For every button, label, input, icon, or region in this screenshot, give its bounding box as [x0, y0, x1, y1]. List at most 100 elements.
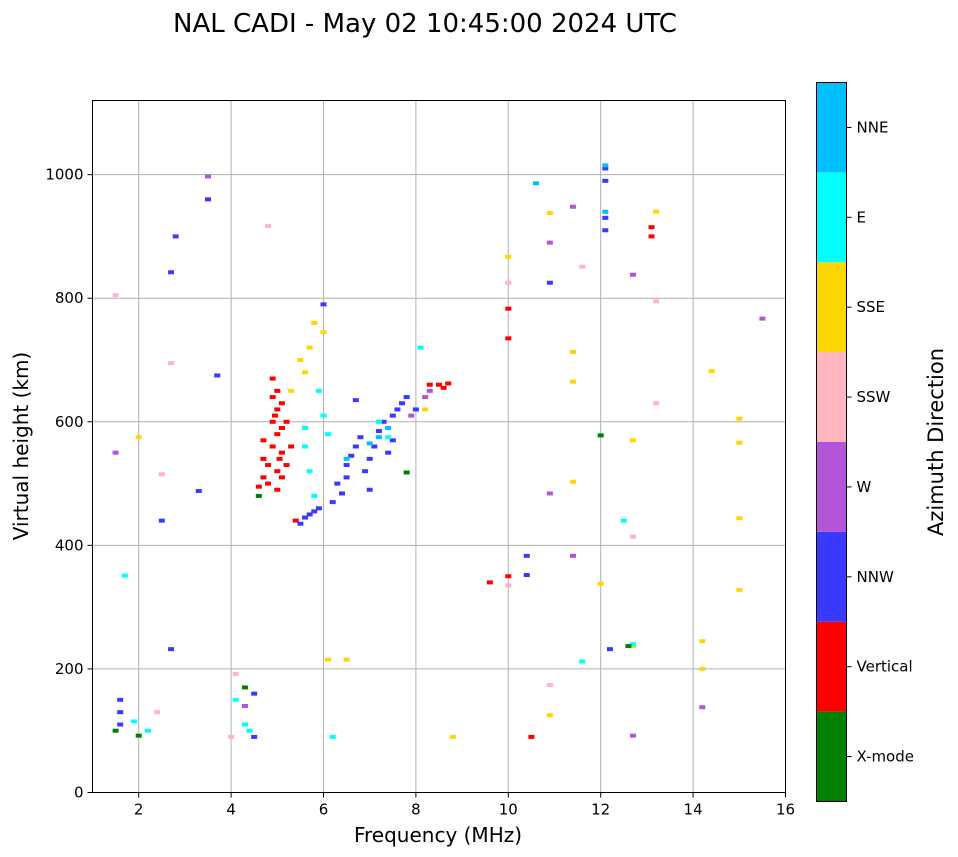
colorbar-label: E — [857, 208, 866, 226]
point-nnw — [403, 395, 410, 400]
x-tick-label: 10 — [499, 801, 518, 819]
point-vertical — [486, 580, 493, 585]
point-vertical — [426, 382, 433, 387]
point-nnw — [117, 722, 124, 727]
point-sse — [736, 416, 743, 421]
point-vertical — [260, 475, 267, 480]
point-sse — [302, 370, 309, 375]
point-sse — [311, 320, 318, 325]
point-sse — [736, 587, 743, 592]
point-sse — [422, 407, 429, 412]
colorbar-frame — [816, 82, 847, 802]
x-tick-label: 8 — [411, 801, 421, 819]
point-e — [302, 425, 309, 430]
point-e — [306, 469, 313, 474]
point-nnw — [338, 491, 345, 496]
point-w — [112, 450, 119, 455]
point-vertical — [445, 381, 452, 386]
point-nne — [602, 209, 609, 214]
point-nnw — [348, 453, 355, 458]
point-sse — [653, 209, 660, 214]
point-nnw — [195, 488, 202, 493]
point-vertical — [278, 425, 285, 430]
point-e — [417, 345, 424, 350]
point-nnw — [158, 518, 165, 523]
point-vertical — [260, 456, 267, 461]
point-vertical — [260, 438, 267, 443]
point-sse — [597, 581, 604, 586]
point-w — [205, 174, 211, 179]
point-nnw — [172, 234, 179, 239]
point-ssw — [154, 710, 161, 715]
colorbar-label: W — [857, 478, 872, 496]
point-nnw — [311, 509, 318, 514]
x-axis-ticks: 2 4 6 8 10 12 14 16 — [134, 792, 795, 819]
point-vertical — [278, 475, 285, 480]
point-e — [579, 659, 586, 664]
point-vertical — [505, 574, 512, 579]
point-vertical — [274, 388, 281, 393]
point-sse — [135, 435, 142, 440]
data-points — [112, 163, 766, 739]
point-nne — [375, 435, 382, 440]
point-vertical — [288, 444, 295, 449]
point-x-mode — [135, 733, 142, 738]
point-ssw — [158, 472, 165, 477]
point-vertical — [283, 463, 290, 468]
point-vertical — [269, 419, 276, 424]
y-tick-label: 200 — [55, 660, 84, 678]
x-tick-label: 12 — [591, 801, 610, 819]
point-vertical — [440, 385, 447, 390]
point-vertical — [505, 306, 512, 311]
point-nnw — [214, 373, 221, 378]
point-w — [422, 395, 429, 400]
point-nnw — [380, 419, 387, 424]
y-tick-label: 0 — [74, 784, 84, 802]
point-w — [426, 388, 433, 393]
point-ssw — [505, 583, 512, 588]
point-nnw — [366, 456, 373, 461]
point-vertical — [283, 419, 290, 424]
point-nne — [602, 163, 609, 168]
colorbar-label: X-mode — [857, 748, 914, 766]
point-x-mode — [112, 728, 119, 733]
point-nnw — [205, 197, 211, 202]
point-x-mode — [625, 644, 632, 649]
point-ssw — [232, 671, 239, 676]
point-vertical — [274, 469, 281, 474]
point-nnw — [251, 734, 258, 739]
plot-frame — [92, 100, 786, 793]
point-nnw — [168, 270, 175, 275]
y-tick-label: 400 — [55, 536, 84, 554]
colorbar-segment — [816, 262, 847, 353]
point-w — [569, 553, 576, 558]
point-vertical — [276, 456, 283, 461]
point-nnw — [523, 553, 530, 558]
point-nnw — [389, 438, 396, 443]
point-vertical — [278, 450, 285, 455]
point-nnw — [362, 469, 369, 474]
point-nnw — [366, 487, 373, 492]
point-nnw — [352, 398, 359, 403]
point-nnw — [343, 475, 350, 480]
point-vertical — [528, 734, 535, 739]
point-vertical — [269, 395, 276, 400]
point-e — [241, 722, 248, 727]
point-sse — [630, 438, 637, 443]
point-vertical — [436, 382, 442, 387]
point-sse — [708, 369, 715, 374]
colorbar-label: NNW — [857, 568, 894, 586]
point-e — [325, 432, 332, 437]
point-ssw — [653, 401, 660, 406]
point-sse — [505, 254, 512, 259]
point-nnw — [394, 407, 401, 412]
point-vertical — [269, 444, 276, 449]
point-nnw — [523, 573, 530, 578]
point-sse — [546, 210, 553, 215]
point-w — [241, 704, 248, 708]
point-sse — [736, 516, 743, 521]
point-nnw — [371, 444, 378, 449]
point-e — [620, 518, 627, 523]
point-w — [569, 204, 576, 209]
point-e — [385, 435, 392, 440]
